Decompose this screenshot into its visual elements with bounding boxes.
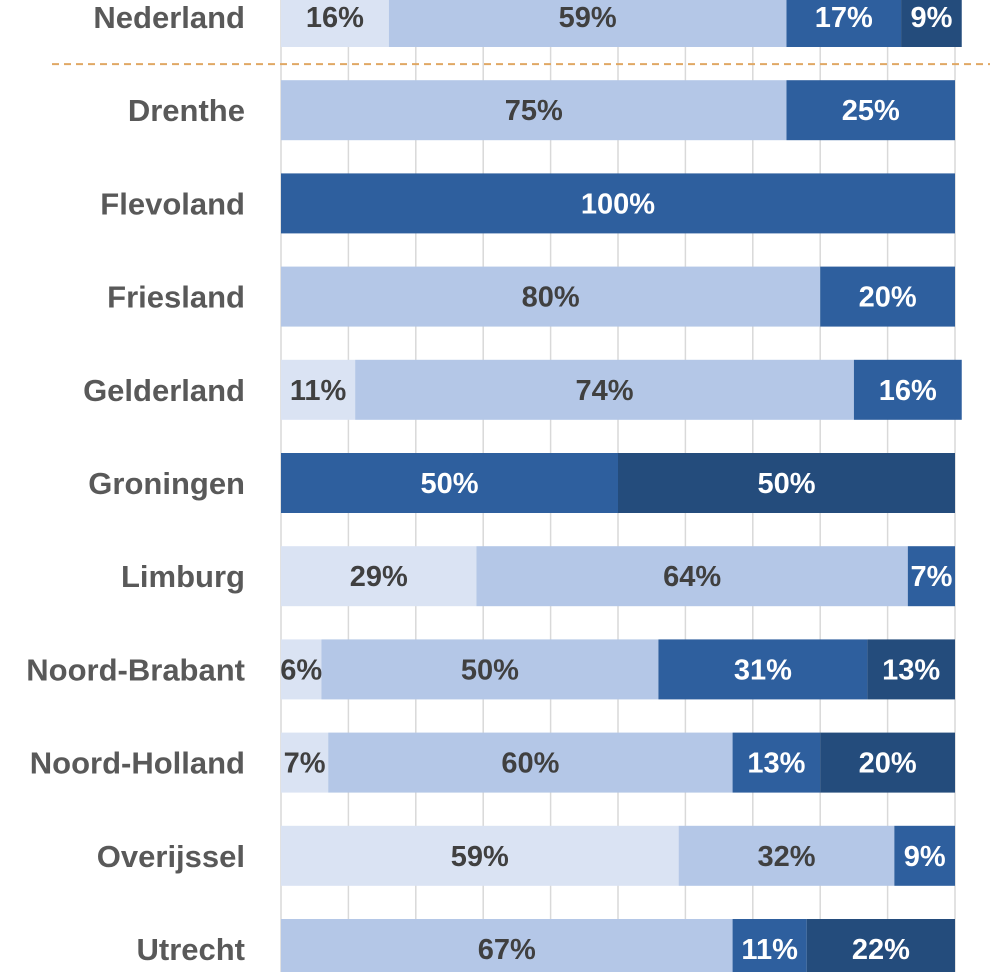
data-label: 67% bbox=[478, 934, 536, 966]
bar-segment-series-1 bbox=[281, 0, 389, 47]
data-label: 80% bbox=[522, 282, 580, 314]
data-label: 50% bbox=[461, 654, 519, 686]
bar-segment-series-3 bbox=[820, 266, 955, 327]
row-label: Friesland bbox=[107, 280, 245, 315]
bar-segment-series-2 bbox=[355, 359, 854, 420]
bar-segment-series-4 bbox=[806, 919, 955, 972]
row-label: Nederland bbox=[93, 0, 245, 35]
data-label: 74% bbox=[575, 375, 633, 407]
bar-segment-series-3 bbox=[281, 453, 618, 513]
data-label: 7% bbox=[910, 561, 952, 593]
bar-segment-series-3 bbox=[894, 825, 955, 886]
bar-segment-series-3 bbox=[786, 80, 955, 141]
data-label: 22% bbox=[852, 934, 910, 966]
bar-segment-series-1 bbox=[281, 546, 477, 607]
data-label: 32% bbox=[757, 841, 815, 873]
data-label: 11% bbox=[741, 934, 798, 966]
bar-segment-series-3 bbox=[658, 639, 868, 700]
bar-segment-series-1 bbox=[281, 732, 329, 793]
data-label: 25% bbox=[842, 95, 900, 127]
bar-segment-series-4 bbox=[820, 732, 955, 793]
bar-segment-series-4 bbox=[867, 639, 955, 700]
data-label: 29% bbox=[350, 561, 408, 593]
bar-segment-series-4 bbox=[901, 0, 962, 47]
bar-segment-series-3 bbox=[853, 359, 962, 420]
bar-segment-series-3 bbox=[786, 0, 902, 47]
row-label: Noord-Brabant bbox=[26, 652, 245, 687]
bar-segment-series-2 bbox=[328, 732, 733, 793]
data-label: 64% bbox=[663, 561, 721, 593]
bar-segment-series-3 bbox=[732, 919, 807, 972]
data-label: 9% bbox=[910, 2, 952, 34]
bar-segment-series-3 bbox=[732, 732, 821, 793]
bar-segment-series-2 bbox=[281, 266, 821, 327]
row-label: Flevoland bbox=[100, 186, 245, 221]
bar-segment-series-2 bbox=[281, 80, 787, 141]
data-label: 13% bbox=[882, 654, 940, 686]
data-label: 13% bbox=[747, 748, 805, 780]
row-label: Gelderland bbox=[83, 373, 245, 408]
row-label: Overijssel bbox=[97, 839, 245, 874]
bar-segment-series-1 bbox=[281, 359, 356, 420]
data-label: 59% bbox=[559, 2, 617, 34]
data-label: 75% bbox=[505, 95, 563, 127]
data-label: 7% bbox=[284, 748, 326, 780]
row-label: Limburg bbox=[121, 559, 245, 594]
row-label: Groningen bbox=[88, 466, 245, 501]
bar-segment-series-3 bbox=[907, 546, 955, 607]
bar-segment-series-1 bbox=[281, 639, 322, 700]
data-label: 50% bbox=[420, 468, 478, 500]
row-label: Utrecht bbox=[136, 932, 245, 967]
data-label: 16% bbox=[306, 2, 364, 34]
data-label: 60% bbox=[501, 748, 559, 780]
bar-segment-series-2 bbox=[321, 639, 659, 700]
data-label: 16% bbox=[879, 375, 937, 407]
bar-segment-series-3 bbox=[281, 173, 955, 234]
data-label: 100% bbox=[581, 188, 655, 220]
row-label: Drenthe bbox=[128, 93, 245, 128]
bar-segment-series-4 bbox=[618, 453, 955, 513]
data-label: 20% bbox=[859, 282, 917, 314]
bar-segment-series-2 bbox=[388, 0, 787, 47]
bar-segment-series-2 bbox=[476, 546, 908, 607]
data-label: 11% bbox=[290, 375, 347, 407]
row-label: Noord-Holland bbox=[30, 746, 245, 781]
bar-segment-series-2 bbox=[281, 919, 733, 972]
data-label: 17% bbox=[815, 2, 873, 34]
bar-segment-series-2 bbox=[678, 825, 895, 886]
data-label: 31% bbox=[734, 654, 792, 686]
data-label: 9% bbox=[904, 841, 946, 873]
data-label: 50% bbox=[757, 468, 815, 500]
bar-segment-series-1 bbox=[281, 825, 679, 886]
data-label: 6% bbox=[280, 654, 322, 686]
data-label: 20% bbox=[859, 748, 917, 780]
data-label: 59% bbox=[451, 841, 509, 873]
